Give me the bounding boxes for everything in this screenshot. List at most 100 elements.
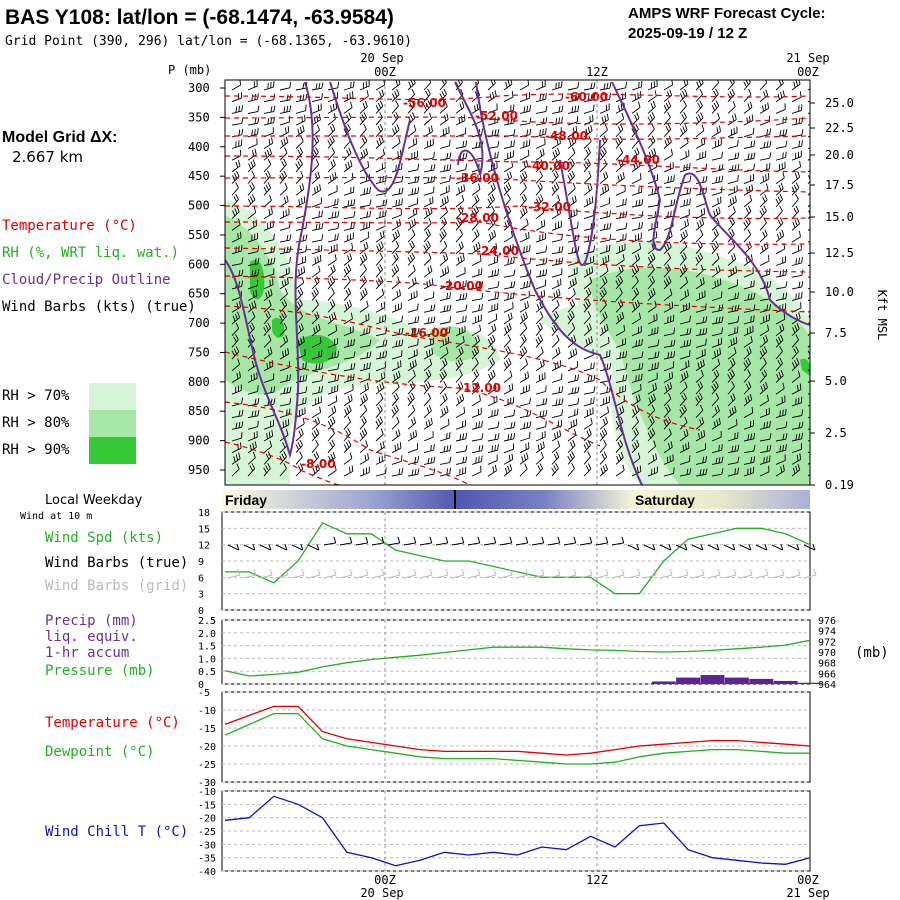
wind-barb [503, 150, 514, 161]
wind-barb [679, 468, 692, 477]
wind-barb [487, 182, 496, 196]
wind-barb [247, 311, 256, 325]
surface-wind-barb-grid [387, 568, 401, 579]
wind-barb [567, 81, 580, 91]
wind-barb [679, 163, 691, 173]
wind-barb [743, 152, 756, 161]
wind-barb [615, 185, 626, 196]
wind-barb [647, 199, 660, 208]
wind-barb [743, 357, 751, 372]
wind-barb [295, 335, 305, 348]
surface-wind-barb-grid [563, 568, 577, 579]
wind-barb [679, 315, 691, 325]
wind-barb [727, 381, 735, 395]
wind-barb [535, 194, 544, 208]
wind-barb [359, 362, 371, 372]
height-axis-label: Kft MSL [875, 290, 889, 341]
wind-barb [743, 325, 754, 337]
wind-barb [567, 105, 580, 114]
wind-barb [743, 184, 754, 196]
wind-barb [663, 80, 674, 91]
wind-barb [711, 112, 721, 126]
wind-barb [279, 81, 292, 91]
pressure-line [224, 639, 811, 677]
wind-barb [279, 105, 292, 114]
wind-barb [327, 451, 336, 465]
wind-barb [791, 383, 802, 395]
wind-barb [455, 127, 467, 138]
wind-barb [247, 80, 258, 91]
wind-barb [663, 371, 674, 383]
wind-barb [375, 416, 383, 430]
wind-barb [631, 383, 642, 395]
wind-barb [791, 323, 800, 337]
panel-tick-label: -15 [198, 724, 216, 735]
wind-barb [247, 206, 257, 220]
wind-barb [775, 313, 786, 325]
wind-barb [519, 371, 530, 383]
wind-barb [791, 345, 799, 360]
wind-barb [327, 374, 340, 383]
wind-barb [439, 358, 448, 372]
wind-barb [311, 350, 323, 360]
wind-barb [231, 358, 241, 372]
wind-barb [375, 393, 384, 407]
wind-barb [439, 100, 448, 114]
wind-barb [743, 217, 751, 231]
wind-barb [263, 419, 274, 430]
wind-barb [311, 222, 324, 231]
legend-rh80-label: RH > 80% [2, 415, 70, 431]
wind-barb [503, 370, 513, 383]
wind-barb [231, 346, 240, 360]
wind-barb [407, 468, 420, 477]
wind-barb [439, 432, 451, 442]
wind-barb [487, 129, 500, 138]
dewpoint-series-label: Dewpoint (°C) [45, 744, 155, 760]
wind-barb [583, 170, 592, 184]
height-tick-label: 5.0 [825, 374, 847, 388]
wind-barb [455, 114, 466, 126]
wind-barb [423, 138, 434, 149]
wind-barb [503, 409, 516, 419]
wind-barb [455, 292, 468, 302]
wind-barb [791, 117, 804, 126]
wind-barb [391, 455, 403, 465]
surface-wind-barb-grid [611, 568, 625, 579]
wind-barb [551, 257, 564, 266]
wind-barb [487, 281, 500, 290]
wind-barb [327, 287, 335, 301]
wind-barb [359, 112, 368, 126]
wind-barb [327, 350, 340, 360]
wind-barb [375, 276, 384, 290]
wind-barb [471, 444, 484, 454]
wind-barb [551, 105, 564, 114]
wind-barb [407, 303, 419, 313]
wind-barb [247, 194, 256, 208]
wind-barb [759, 369, 768, 383]
wind-barb [711, 456, 724, 465]
wind-barb [247, 117, 260, 126]
wind-barb [807, 196, 810, 208]
wind-barb [455, 456, 468, 465]
surface-wind-barb-grid [707, 568, 721, 579]
wind-barb [343, 112, 352, 126]
wind-barb [679, 328, 692, 337]
wind-barb [807, 380, 810, 383]
wind-barb [295, 256, 306, 266]
wind-barb [295, 104, 307, 114]
wind-barb [391, 327, 404, 337]
wind-barb [327, 198, 339, 208]
wind-barb [311, 406, 322, 418]
wind-barb [631, 287, 640, 301]
wind-barb [695, 430, 706, 442]
wind-barb [391, 100, 399, 114]
wind-barb [263, 233, 275, 243]
wind-barb [263, 398, 276, 407]
wind-barb [311, 103, 322, 114]
wind-barb [407, 370, 416, 383]
wind-barb [343, 312, 353, 325]
wind-barb [791, 443, 802, 454]
bottom-time-label-3: 00Z [797, 873, 819, 887]
wind-barb [279, 374, 292, 383]
panel-tick-label: 1.0 [198, 654, 216, 665]
